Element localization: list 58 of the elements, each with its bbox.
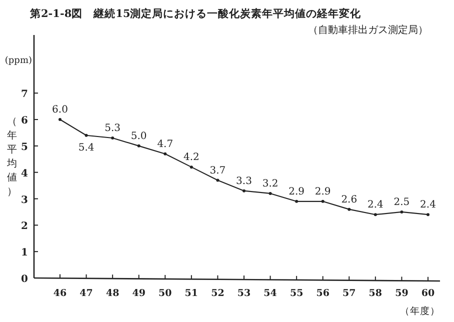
point xyxy=(295,200,298,203)
data-label: 2.6 xyxy=(341,194,358,206)
point xyxy=(374,213,377,216)
x-tick-label: 56 xyxy=(316,288,330,299)
y-tick-label: 3 xyxy=(21,194,28,206)
x-tick-label: 55 xyxy=(290,288,304,299)
y-tick-label: 0 xyxy=(21,274,28,285)
point xyxy=(348,208,351,211)
data-label: 3.2 xyxy=(262,178,278,190)
x-tick-label: 46 xyxy=(53,288,67,299)
y-tick-label: 2 xyxy=(21,221,28,232)
x-tick-label: 59 xyxy=(395,288,409,299)
point xyxy=(190,166,193,169)
x-tick-label: 60 xyxy=(421,288,435,299)
x-tick-label: 58 xyxy=(368,288,382,299)
point xyxy=(216,178,220,182)
x-tick-label: 52 xyxy=(211,288,224,299)
point xyxy=(111,136,114,140)
data-label: 2.9 xyxy=(288,186,305,198)
x-tick-label: 57 xyxy=(342,288,356,299)
point xyxy=(84,134,88,137)
data-label: 6.0 xyxy=(52,104,68,116)
point xyxy=(400,210,404,214)
x-tick-label: 48 xyxy=(106,288,120,299)
data-label: 2.4 xyxy=(420,200,436,211)
x-tick-label: 51 xyxy=(184,288,198,299)
chart-subtitle: （自動車排出ガス測定局） xyxy=(308,24,428,36)
x-tick-label: 54 xyxy=(264,288,278,299)
x-tick-label: 50 xyxy=(158,288,172,299)
point xyxy=(426,213,430,216)
y-tick-label: 6 xyxy=(21,116,28,127)
y-tick-label: 7 xyxy=(21,89,28,100)
x-tick-label: 53 xyxy=(237,288,251,299)
x-axis-title: （年度） xyxy=(400,305,440,317)
data-label: 2.9 xyxy=(314,186,331,198)
y-tick-label: 4 xyxy=(21,168,28,180)
data-label: 2.5 xyxy=(394,196,410,208)
y-tick-label: 1 xyxy=(21,248,28,259)
data-label: 4.7 xyxy=(157,138,174,150)
data-label: 5.4 xyxy=(78,142,94,154)
chart-title: 第2-1-8図 継続15測定局における一酸化炭素年平均値の経年変化 xyxy=(29,7,362,20)
text: (ppm) xyxy=(4,56,32,66)
point xyxy=(242,189,246,192)
data-label: 2.4 xyxy=(367,200,384,211)
data-label: 5.3 xyxy=(104,123,121,134)
y-tick-label: 5 xyxy=(21,142,28,153)
data-label: 3.3 xyxy=(236,176,252,187)
data-label: 5.0 xyxy=(130,130,147,142)
point xyxy=(137,144,140,148)
x-tick-label: 49 xyxy=(132,288,146,299)
data-label: 3.7 xyxy=(210,165,226,176)
point xyxy=(164,152,167,156)
point xyxy=(58,118,62,122)
y-axis-title: （年平均値） xyxy=(6,116,17,198)
point xyxy=(321,200,324,203)
point xyxy=(268,192,272,195)
x-tick-label: 47 xyxy=(80,288,93,299)
data-label: 4.2 xyxy=(183,152,200,164)
